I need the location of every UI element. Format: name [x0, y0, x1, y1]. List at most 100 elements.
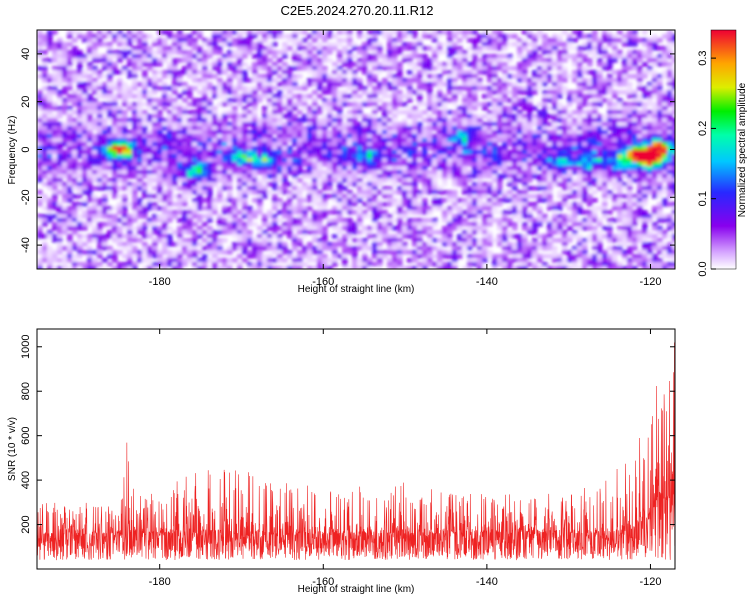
heatmap-cell [437, 146, 443, 151]
heatmap-cell [652, 42, 658, 47]
heatmap-cell [417, 130, 423, 135]
heatmap-cell [97, 162, 103, 167]
heatmap-cell [277, 74, 283, 79]
heatmap-cell [162, 74, 168, 79]
heatmap-cell [142, 186, 148, 191]
heatmap-cell [662, 142, 668, 147]
heatmap-cell [467, 94, 473, 99]
heatmap-cell [122, 90, 128, 95]
heatmap-cell [557, 150, 563, 155]
heatmap-cell [642, 110, 648, 115]
heatmap-cell [597, 170, 603, 175]
heatmap-cell [552, 90, 558, 95]
heatmap-cell [612, 146, 618, 151]
heatmap-cell [422, 46, 428, 51]
heatmap-cell [377, 158, 383, 163]
heatmap-cell [632, 194, 638, 199]
heatmap-cell [307, 166, 313, 171]
heatmap-cell [437, 50, 443, 55]
heatmap-cell [297, 134, 303, 139]
heatmap-cell [272, 198, 278, 203]
heatmap-cell [357, 162, 363, 167]
heatmap-cell [367, 178, 373, 183]
heatmap-cell [102, 118, 108, 123]
heatmap-cell [597, 50, 603, 55]
heatmap-cell [412, 42, 418, 47]
heatmap-cell [312, 138, 318, 143]
heatmap-cell [87, 218, 93, 223]
heatmap-cell [217, 154, 223, 159]
heatmap-cell [347, 198, 353, 203]
heatmap-cell [397, 130, 403, 135]
heatmap-cell [57, 78, 63, 83]
heatmap-cell [382, 34, 388, 39]
heatmap-cell [317, 30, 323, 35]
heatmap-cell [82, 178, 88, 183]
heatmap-cell [607, 86, 613, 91]
heatmap-cell [37, 126, 43, 131]
heatmap-cell [342, 38, 348, 43]
heatmap-cell [92, 38, 98, 43]
heatmap-cell [247, 98, 253, 103]
heatmap-cell [477, 38, 483, 43]
heatmap-cell [592, 110, 598, 115]
heatmap-cell [192, 150, 198, 155]
heatmap-cell [432, 94, 438, 99]
heatmap-cell [432, 118, 438, 123]
heatmap-cell [362, 158, 368, 163]
heatmap-cell [342, 134, 348, 139]
heatmap-cell [172, 174, 178, 179]
heatmap-cell [272, 142, 278, 147]
heatmap-cell [587, 62, 593, 67]
heatmap-cell [42, 114, 48, 119]
heatmap-cell [272, 102, 278, 107]
heatmap-cell [437, 82, 443, 87]
heatmap-cell [387, 86, 393, 91]
heatmap-cell [367, 186, 373, 191]
heatmap-cell [252, 122, 258, 127]
heatmap-cell [542, 174, 548, 179]
heatmap-cell [147, 206, 153, 211]
heatmap-cell [312, 150, 318, 155]
heatmap-cell [577, 50, 583, 55]
heatmap-cell [127, 174, 133, 179]
heatmap-cell [62, 206, 68, 211]
heatmap-cell [152, 102, 158, 107]
heatmap-cell [392, 134, 398, 139]
heatmap-cell [402, 122, 408, 127]
heatmap-cell [257, 54, 263, 59]
heatmap-cell [202, 54, 208, 59]
heatmap-cell [322, 66, 328, 71]
heatmap-cell [272, 42, 278, 47]
heatmap-cell [652, 182, 658, 187]
heatmap-cell [357, 30, 363, 35]
heatmap-cell [557, 86, 563, 91]
heatmap-cell [222, 130, 228, 135]
heatmap-cell [462, 162, 468, 167]
heatmap-cell [157, 218, 163, 223]
heatmap-cell [642, 142, 648, 147]
heatmap-cell [302, 30, 308, 35]
heatmap-cell [592, 122, 598, 127]
heatmap-cell [177, 78, 183, 83]
heatmap-cell [592, 94, 598, 99]
heatmap-cell [72, 206, 78, 211]
heatmap-cell [622, 54, 628, 59]
heatmap-cell [107, 210, 113, 215]
heatmap-cell [242, 30, 248, 35]
heatmap-cell [212, 130, 218, 135]
heatmap-cell [572, 210, 578, 215]
heatmap-cell [487, 174, 493, 179]
heatmap-cell [487, 58, 493, 63]
heatmap-cell [332, 94, 338, 99]
heatmap-cell [472, 50, 478, 55]
heatmap-cell [42, 134, 48, 139]
heatmap-cell [172, 126, 178, 131]
heatmap-cell [572, 134, 578, 139]
heatmap-cell [42, 182, 48, 187]
heatmap-cell [377, 210, 383, 215]
heatmap-cell [542, 198, 548, 203]
heatmap-cell [422, 206, 428, 211]
heatmap-cell [82, 86, 88, 91]
heatmap-cell [497, 178, 503, 183]
